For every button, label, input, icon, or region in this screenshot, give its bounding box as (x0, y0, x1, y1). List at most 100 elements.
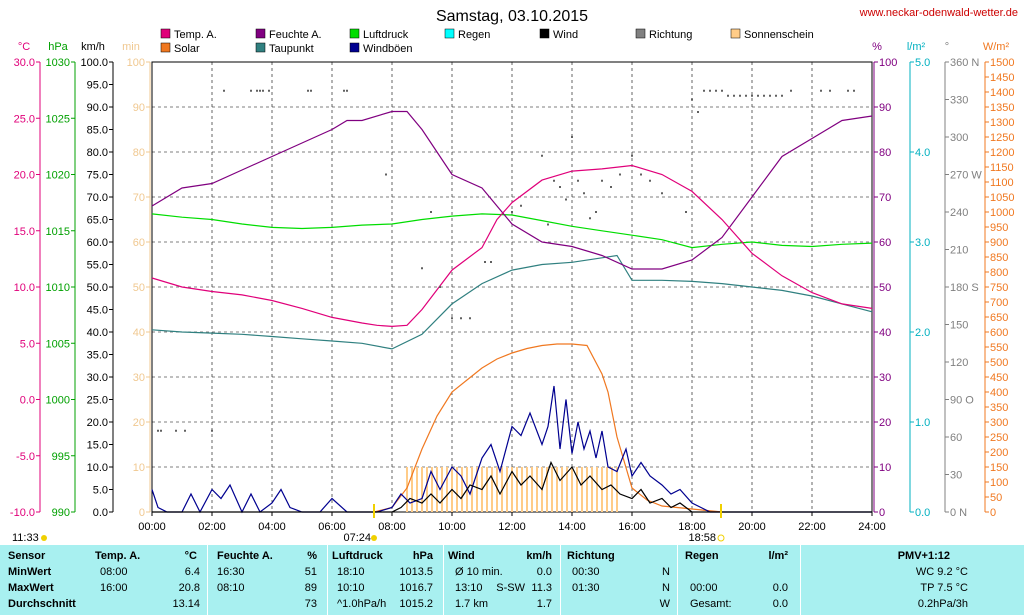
series-line-temp-a- (151, 164, 873, 328)
direction-point (439, 286, 441, 288)
direction-point (763, 94, 765, 97)
axis-tick-label-dir: 180 S (950, 282, 979, 294)
axes: 30.025.020.015.010.05.00.0-5.0-10.010301… (10, 57, 1015, 533)
direction-point (421, 267, 423, 270)
axis-tick-label-temp: 5.0 (20, 338, 35, 350)
table-row-label: Durchschnitt (8, 598, 76, 610)
table-header-rain-unit: l/m² (768, 550, 788, 562)
direction-point (631, 154, 633, 157)
axis-unit-dir: ° (945, 41, 949, 53)
series-line-feuchte-a- (151, 110, 873, 270)
axis-tick-label-solar: 1350 (990, 102, 1014, 114)
axis-unit-humidity: % (872, 41, 882, 53)
axis-unit-pressure: hPa (48, 41, 68, 53)
axis-tick-label-solar: 300 (990, 417, 1008, 429)
table-cell-temp-time: 16:00 (100, 582, 128, 594)
table-cell-dir-value: N (662, 582, 670, 594)
axis-tick-label-temp: 20.0 (14, 170, 35, 182)
axis-tick-label-sun: 100 (127, 57, 145, 69)
direction-point (541, 154, 543, 157)
axis-tick-label-sun: 10 (133, 462, 145, 474)
direction-point (649, 179, 651, 182)
axis-tick-label-humidity: 90 (879, 102, 891, 114)
moon-icon (41, 535, 47, 541)
axis-tick-label-pressure: 1025 (46, 113, 70, 125)
legend-swatch (349, 28, 360, 39)
direction-point (697, 111, 699, 113)
sunrise-label: 07:24 (343, 532, 371, 544)
sun-markers: 11:33 07:24 18:58 (12, 504, 725, 544)
axis-tick-label-dir: 90 O (950, 395, 974, 407)
legend-label: Taupunkt (269, 43, 314, 55)
direction-point (571, 136, 573, 138)
table-cell-rain-time: Gesamt: (690, 598, 732, 610)
direction-point (853, 89, 855, 92)
direction-point (451, 317, 453, 320)
direction-point (460, 317, 462, 320)
direction-point (757, 94, 759, 97)
table-header-temp: Temp. A. (95, 550, 141, 562)
direction-point (577, 179, 579, 182)
axis-tick-label-temp: 30.0 (14, 57, 35, 69)
x-tick-label: 20:00 (738, 521, 766, 533)
axis-tick-label-sun: 20 (133, 417, 145, 429)
axis-tick-label-solar: 1200 (990, 147, 1014, 159)
direction-point (223, 89, 225, 92)
axis-tick-label-solar: 400 (990, 387, 1008, 399)
axis-tick-label-wind: 0.0 (93, 507, 108, 519)
legend-swatch (730, 28, 741, 39)
table-cell-wind-time: Ø 10 min. (455, 566, 503, 578)
legend-swatch (539, 28, 550, 39)
axis-tick-label-solar: 950 (990, 222, 1008, 234)
direction-point (685, 211, 687, 213)
axis-tick-label-pressure: 1030 (46, 57, 70, 69)
x-tick-label: 18:00 (678, 521, 706, 533)
legend-swatch (349, 42, 360, 53)
table-row-label: MinWert (8, 566, 52, 578)
axis-tick-label-rain: 5.0 (915, 57, 930, 69)
axis-unit-solar: W/m² (983, 41, 1010, 53)
table-cell-hum-time: 16:30 (217, 566, 245, 578)
direction-point (781, 94, 783, 97)
legend-label: Sonnenschein (744, 29, 814, 41)
direction-point (346, 89, 348, 92)
axis-tick-label-rain: 4.0 (915, 147, 930, 159)
axis-tick-label-temp: 10.0 (14, 282, 35, 294)
direction-point (727, 94, 729, 97)
axis-tick-label-solar: 750 (990, 282, 1008, 294)
legend-label: Solar (174, 43, 200, 55)
series-line-solar (373, 343, 723, 513)
axis-tick-label-temp: 25.0 (14, 113, 35, 125)
direction-point (256, 89, 258, 92)
table-cell-press-value: 1013.5 (399, 566, 433, 578)
direction-point (583, 192, 585, 195)
direction-point (262, 89, 264, 92)
table-cell-rain-time: 00:00 (690, 582, 718, 594)
table-cell-wind-value: 0.0 (536, 566, 552, 578)
axis-tick-label-humidity: 50 (879, 282, 891, 294)
direction-point (250, 89, 252, 92)
direction-point (268, 89, 270, 92)
direction-point (547, 223, 549, 226)
axis-tick-label-solar: 1300 (990, 117, 1014, 129)
axis-tick-label-solar: 50 (990, 492, 1002, 504)
direction-point (703, 89, 705, 92)
axis-tick-label-solar: 450 (990, 372, 1008, 384)
table-cell-dir-value: N (662, 566, 670, 578)
site-url[interactable]: www.neckar-odenwald-wetter.de (859, 7, 1018, 19)
axis-tick-label-sun: 80 (133, 147, 145, 159)
direction-point (751, 94, 753, 97)
axis-tick-label-pressure: 1015 (46, 226, 70, 238)
axis-tick-label-temp: 0.0 (20, 395, 35, 407)
legend-label: Windböen (363, 43, 413, 55)
x-tick-label: 12:00 (498, 521, 526, 533)
axis-tick-label-pressure: 1000 (46, 395, 70, 407)
axis-tick-label-solar: 800 (990, 267, 1008, 279)
direction-point (721, 89, 723, 92)
axis-tick-label-pressure: 1005 (46, 338, 70, 350)
direction-point (553, 179, 555, 182)
table-cell-hum-value: 51 (304, 566, 317, 578)
axis-tick-label-sun: 0 (139, 507, 145, 519)
axis-tick-label-temp: 15.0 (14, 226, 35, 238)
axis-tick-label-dir: 300 (950, 132, 968, 144)
